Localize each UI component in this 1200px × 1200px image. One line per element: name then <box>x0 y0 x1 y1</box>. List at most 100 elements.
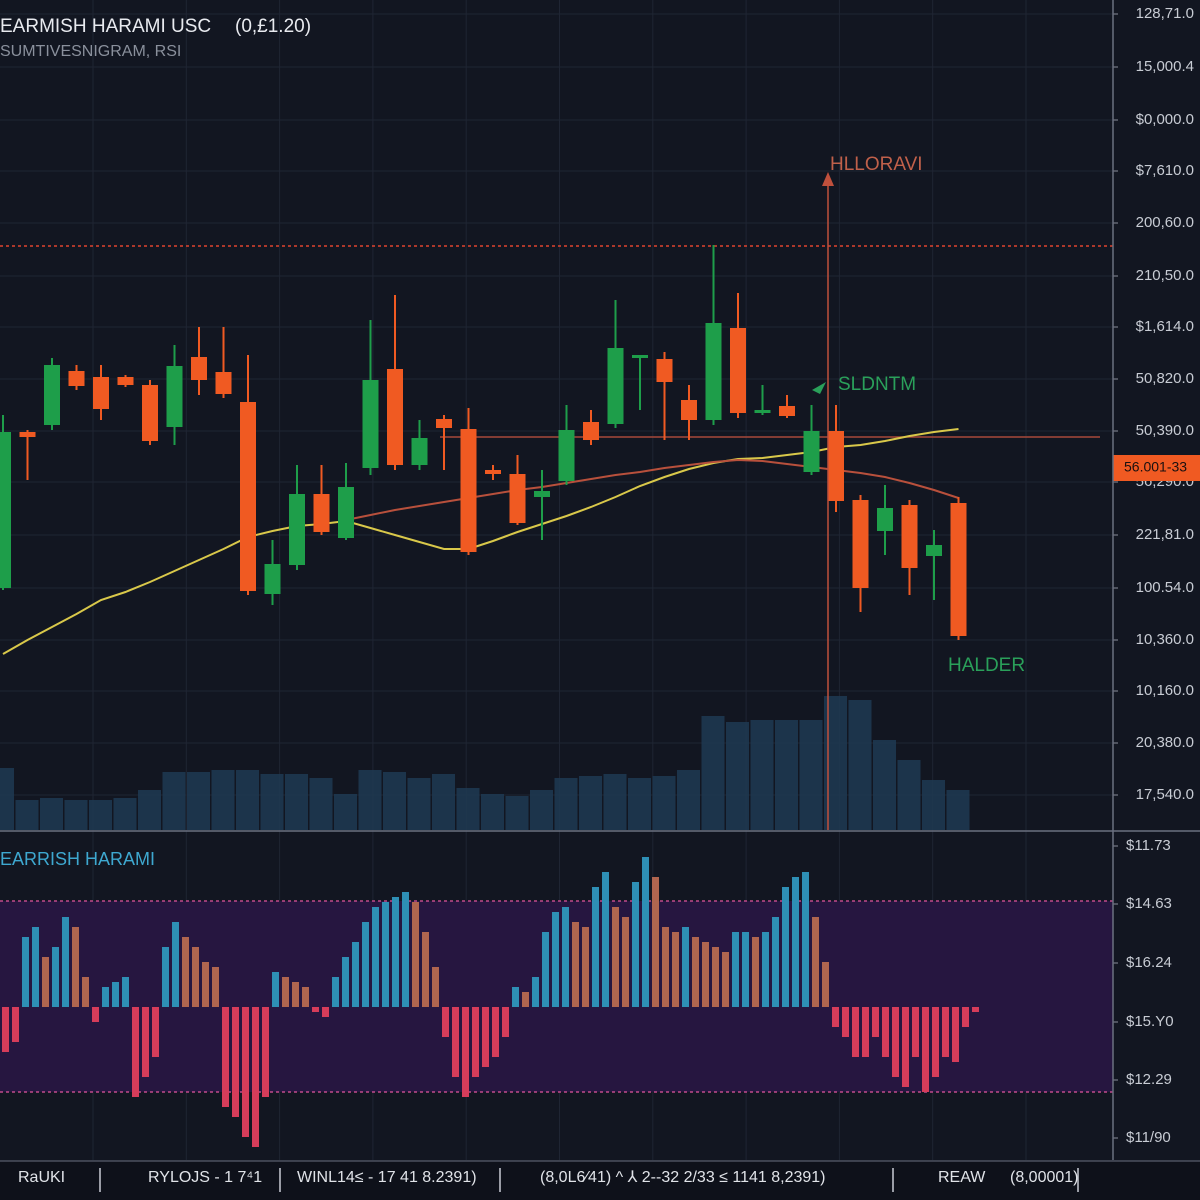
y-tick-label: 128,71.0 <box>1136 5 1194 22</box>
y-tick-label: 15,000.4 <box>1136 58 1194 75</box>
y-tick-label: 50,390.0 <box>1136 422 1194 439</box>
candle-body <box>828 431 844 501</box>
volume-bar <box>726 722 749 830</box>
y-tick-label: 100.54.0 <box>1136 579 1194 596</box>
histogram-bar <box>392 897 399 1007</box>
volume-bar <box>358 770 382 830</box>
candle-body <box>411 438 428 465</box>
histogram-bar <box>462 1007 469 1097</box>
histogram-bar <box>932 1007 939 1077</box>
histogram-bar <box>172 922 179 1007</box>
volume-bar <box>677 770 700 830</box>
histogram-bar <box>162 947 169 1007</box>
histogram-bar <box>892 1007 899 1077</box>
volume-bar <box>334 794 357 830</box>
histogram-bar <box>552 912 559 1007</box>
annotation: SLDNTM <box>838 374 916 395</box>
histogram-bar <box>182 937 189 1007</box>
y-tick-label: 200,60.0 <box>1136 214 1194 231</box>
histogram-bar <box>102 987 109 1007</box>
histogram-bar <box>2 1007 9 1052</box>
candle-body <box>534 491 550 497</box>
histogram-bar <box>62 917 69 1007</box>
histogram-bar <box>22 937 29 1007</box>
histogram-bar <box>862 1007 869 1057</box>
volume-bar <box>873 740 896 830</box>
histogram-bar <box>292 982 299 1007</box>
histogram-bar <box>652 877 659 1007</box>
quote: (0,£1.20) <box>235 16 311 37</box>
y-tick-label: $12.29 <box>1126 1071 1172 1088</box>
volume-bar <box>481 794 504 830</box>
candle-body <box>485 470 501 474</box>
histogram-bar <box>922 1007 929 1092</box>
y-tick-label: $11.73 <box>1126 837 1171 854</box>
volume-bar <box>187 772 210 830</box>
y-tick-label: 20,380.0 <box>1136 734 1194 751</box>
histogram-bar <box>522 992 529 1007</box>
y-tick-label: $11/90 <box>1126 1129 1171 1146</box>
volume-bar <box>652 776 676 830</box>
volume-bar <box>775 720 798 830</box>
histogram-bar <box>52 947 59 1007</box>
histogram-bar <box>692 937 699 1007</box>
volume-bar <box>236 770 259 830</box>
y-tick-label: $7,610.0 <box>1136 162 1194 179</box>
volume-bar <box>848 700 872 830</box>
histogram-bar <box>252 1007 259 1147</box>
volume-bar <box>897 760 921 830</box>
volume-bar <box>456 788 480 830</box>
volume-bar <box>407 778 431 830</box>
y-tick-label: 210,50.0 <box>1136 267 1194 284</box>
volume-bar <box>309 778 333 830</box>
arrow-head <box>822 172 834 186</box>
y-tick-label: 50,820.0 <box>1136 370 1194 387</box>
histogram-bar <box>602 872 609 1007</box>
histogram-bar <box>812 917 819 1007</box>
annotation: HALDER <box>948 655 1025 676</box>
candle-body <box>0 432 11 588</box>
candle-body <box>289 494 305 565</box>
histogram-bar <box>792 877 799 1007</box>
candle-body <box>950 503 967 636</box>
histogram-bar <box>902 1007 909 1087</box>
footer-bar <box>0 1161 1200 1200</box>
histogram-bar <box>222 1007 229 1107</box>
volume-bar <box>40 798 63 830</box>
histogram-bar <box>472 1007 479 1077</box>
y-tick-label: $16.24 <box>1126 954 1172 971</box>
histogram-bar <box>442 1007 449 1037</box>
histogram-bar <box>632 882 639 1007</box>
candle-body <box>583 422 599 440</box>
volume-bar <box>89 800 112 830</box>
footer-item: (8,0L6⁄41) ^ ⅄ 2--32 2/33 ≤ 1141 8,2391) <box>540 1169 826 1186</box>
volume-bar <box>260 774 284 830</box>
candle-body <box>44 365 60 425</box>
volume-bar <box>701 716 725 830</box>
y-tick-label: 221,81.0 <box>1136 526 1194 543</box>
arrow-head <box>812 382 826 394</box>
volume-bar <box>211 770 235 830</box>
histogram-bar <box>822 962 829 1007</box>
histogram-bar <box>262 1007 269 1097</box>
histogram-bar <box>532 977 539 1007</box>
volume-bar <box>628 778 651 830</box>
volume-bar <box>113 798 137 830</box>
y-tick-label: $0,000.0 <box>1136 111 1194 128</box>
histogram-bar <box>192 947 199 1007</box>
histogram-bar <box>382 902 389 1007</box>
histogram-bar <box>542 932 549 1007</box>
histogram-bar <box>852 1007 859 1057</box>
histogram-bar <box>282 977 289 1007</box>
candle-body <box>313 494 330 532</box>
candle-body <box>779 406 795 416</box>
volume-bar <box>922 780 945 830</box>
histogram-bar <box>422 932 429 1007</box>
histogram-bar <box>592 887 599 1007</box>
histogram-bar <box>12 1007 19 1042</box>
candle-body <box>509 474 526 523</box>
volume-bar <box>579 776 602 830</box>
candle-body <box>338 487 354 538</box>
histogram-bar <box>242 1007 249 1137</box>
candle-body <box>681 400 697 420</box>
